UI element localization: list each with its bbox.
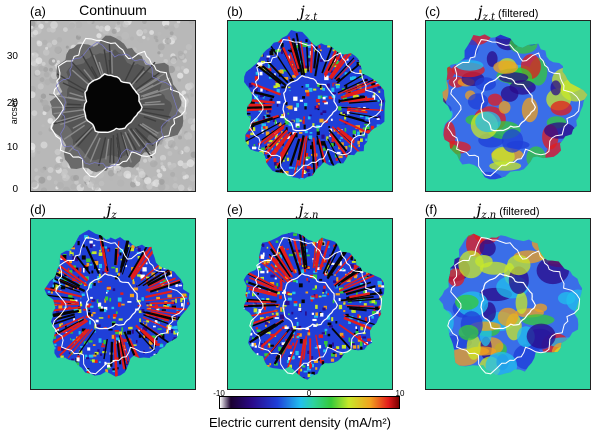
y-tick-0: 0 (12, 184, 18, 195)
panel-title: Continuum (30, 2, 196, 18)
panel-d-jz: (d) jz (30, 200, 196, 406)
title-symbol: j (299, 2, 305, 21)
title-subscript: z,t (482, 12, 496, 23)
panel-label: (f) (425, 202, 438, 217)
colorbar-tick-zero: 0 (306, 389, 312, 398)
continuum-image (30, 20, 196, 192)
colorbar-tick-min: -10 (213, 389, 225, 398)
title-symbol: j (298, 200, 304, 219)
current-density-map-filtered (425, 20, 591, 192)
title-suffix: (filtered) (499, 206, 540, 218)
y-tick-10: 10 (6, 142, 18, 153)
panel-e-jzn: (e) jz,n (227, 200, 393, 406)
panel-label: (c) (425, 4, 441, 19)
title-subscript: z,n (481, 210, 497, 221)
panel-label: (a) (30, 4, 46, 19)
panel-title: jz,t (227, 2, 393, 23)
current-density-map (227, 20, 393, 192)
panel-b-jzt: (b) jz,t (227, 2, 393, 208)
panel-a-continuum: (a) Continuum (30, 2, 196, 208)
current-density-map-filtered (425, 218, 591, 390)
colorbar-tick-max: 10 (395, 389, 405, 398)
title-symbol: j (476, 200, 482, 219)
panel-c-jzt-filtered: (c) jz,t (filtered) (425, 2, 591, 208)
panel-label: (b) (227, 4, 243, 19)
panel-title: jz,t (filtered) (425, 2, 591, 23)
current-density-map (227, 218, 393, 390)
panel-f-jzn-filtered: (f) jz,n (filtered) (425, 200, 591, 406)
title-symbol: j (106, 200, 112, 219)
colorbar (219, 396, 400, 409)
current-density-map (30, 218, 196, 390)
y-tick-20: 20 (6, 98, 18, 109)
title-suffix: (filtered) (498, 8, 539, 20)
title-subscript: z,n (303, 210, 319, 221)
y-tick-30: 30 (6, 51, 18, 62)
panel-title: jz (30, 200, 196, 221)
panel-title-text: Continuum (79, 2, 147, 18)
y-axis-label: arcsec (9, 97, 19, 125)
colorbar-title: Electric current density (mA/m²) (208, 415, 392, 430)
panel-title: jz,n (227, 200, 393, 221)
panel-label: (e) (227, 202, 243, 217)
panel-title: jz,n (filtered) (425, 200, 591, 221)
panel-label: (d) (30, 202, 46, 217)
title-subscript: z,t (304, 12, 318, 23)
title-symbol: j (477, 2, 483, 21)
title-subscript: z (111, 210, 117, 221)
